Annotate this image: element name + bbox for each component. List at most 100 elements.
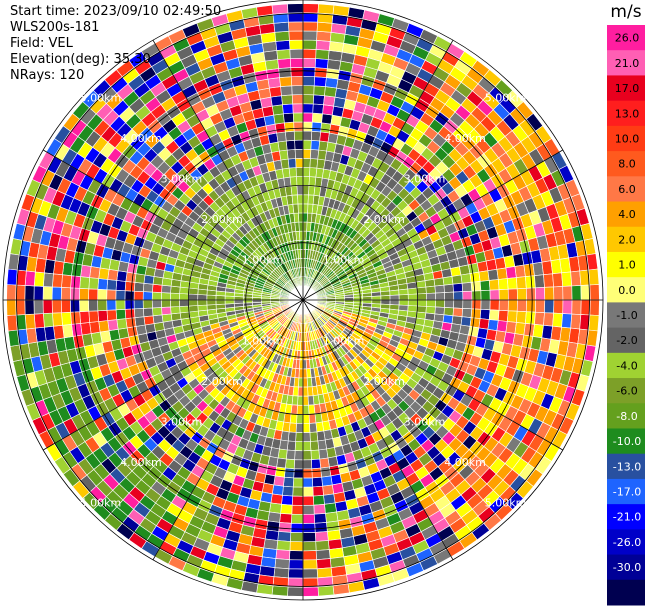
velocity-cell (322, 104, 335, 116)
velocity-cell (311, 476, 323, 488)
velocity-cell (179, 305, 190, 314)
range-ring-label: 3.00km (161, 416, 203, 429)
velocity-cell (281, 94, 294, 106)
velocity-cell (289, 57, 304, 68)
velocity-cell (88, 288, 99, 301)
velocity-cell (115, 299, 126, 311)
velocity-cell (233, 299, 244, 304)
velocity-cell (525, 311, 536, 325)
velocity-cell (294, 450, 304, 461)
velocity-cell (543, 273, 554, 288)
velocity-cell (535, 299, 546, 314)
velocity-cell (302, 48, 317, 59)
velocity-cell (302, 586, 319, 597)
velocity-cell (314, 531, 329, 542)
velocity-cell (267, 511, 281, 523)
velocity-cell (271, 104, 284, 116)
velocity-cell (588, 268, 600, 286)
velocity-cell (289, 532, 304, 543)
colorbar: m/s 26.0 21.0 17.0 13.0 10.0 8.0 6.0 4.0 2.0 1.0 0… (607, 2, 645, 606)
velocity-cell (416, 286, 427, 295)
velocity-cell (407, 299, 418, 307)
velocity-cell (561, 313, 573, 329)
velocity-cell (97, 288, 108, 301)
velocity-cell (302, 57, 317, 68)
velocity-cell (562, 285, 573, 301)
velocity-cell (134, 316, 146, 327)
velocity-cell (302, 167, 311, 177)
velocity-cell (315, 49, 330, 60)
velocity-cell (452, 282, 464, 293)
velocity-cell (407, 287, 418, 295)
velocity-cell (283, 112, 295, 124)
velocity-cell (287, 431, 297, 442)
velocity-cell (51, 286, 62, 301)
velocity-cell (443, 307, 454, 317)
range-ring-label: 1.00km (242, 335, 284, 348)
velocity-cell (33, 285, 44, 301)
instrument-text: WLS200s-181 (10, 20, 100, 35)
velocity-cell (535, 286, 546, 301)
velocity-cell (295, 167, 304, 177)
velocity-cell (269, 86, 282, 98)
velocity-cell (295, 157, 304, 168)
velocity-cell (478, 318, 490, 330)
velocity-cells (6, 3, 600, 597)
velocity-cell (498, 299, 509, 312)
elevation-text: Elevation(deg): 35.30 (10, 52, 151, 67)
velocity-cell (293, 121, 304, 132)
velocity-cell (316, 21, 333, 33)
velocity-cell (276, 131, 287, 143)
velocity-cell (323, 493, 336, 505)
velocity-cell (321, 113, 333, 125)
velocity-cell (589, 299, 600, 316)
velocity-cell (269, 502, 282, 514)
velocity-cell (544, 286, 555, 301)
velocity-cell (496, 320, 508, 333)
velocity-cell (313, 513, 327, 524)
velocity-cell (295, 423, 304, 433)
velocity-cell (469, 271, 481, 283)
velocity-cell (89, 321, 101, 334)
velocity-cell (281, 494, 294, 506)
velocity-cell (292, 103, 304, 114)
velocity-cell (297, 194, 304, 205)
velocity-cell (133, 290, 144, 301)
velocity-cell (319, 457, 330, 469)
velocity-cell (151, 291, 162, 301)
velocity-cell (79, 287, 90, 301)
velocity-cell (434, 284, 445, 294)
velocity-cell (553, 299, 564, 314)
velocity-cell (302, 157, 311, 168)
velocity-cell (306, 377, 313, 388)
velocity-cell (279, 149, 289, 161)
velocity-cell (160, 299, 171, 308)
colorbar-tick-label: 0.0 (618, 284, 636, 297)
velocity-cell (302, 522, 316, 534)
velocity-cell (52, 312, 63, 327)
range-ring-label: 4.00km (444, 456, 486, 469)
velocity-cell (571, 285, 582, 301)
velocity-cell (324, 502, 337, 514)
velocity-cell (79, 276, 90, 290)
velocity-cell (505, 266, 517, 279)
velocity-cell (289, 176, 298, 187)
velocity-cell (309, 158, 319, 169)
velocity-cell (308, 404, 316, 415)
colorbar-block (607, 579, 645, 606)
colorbar-unit-label: m/s (610, 2, 641, 22)
velocity-cell (302, 359, 307, 370)
velocity-cell (316, 30, 332, 42)
velocity-cell (310, 449, 321, 461)
velocity-cell (302, 350, 307, 361)
velocity-cell (313, 76, 327, 87)
velocity-cell (433, 277, 445, 287)
velocity-cell (316, 430, 326, 442)
velocity-cell (311, 112, 323, 124)
velocity-cell (506, 277, 518, 290)
velocity-cell (285, 449, 296, 461)
velocity-cell (107, 319, 119, 332)
velocity-cell (389, 294, 400, 301)
velocity-cell (290, 185, 298, 196)
range-ring-label: 1.00km (323, 335, 365, 348)
